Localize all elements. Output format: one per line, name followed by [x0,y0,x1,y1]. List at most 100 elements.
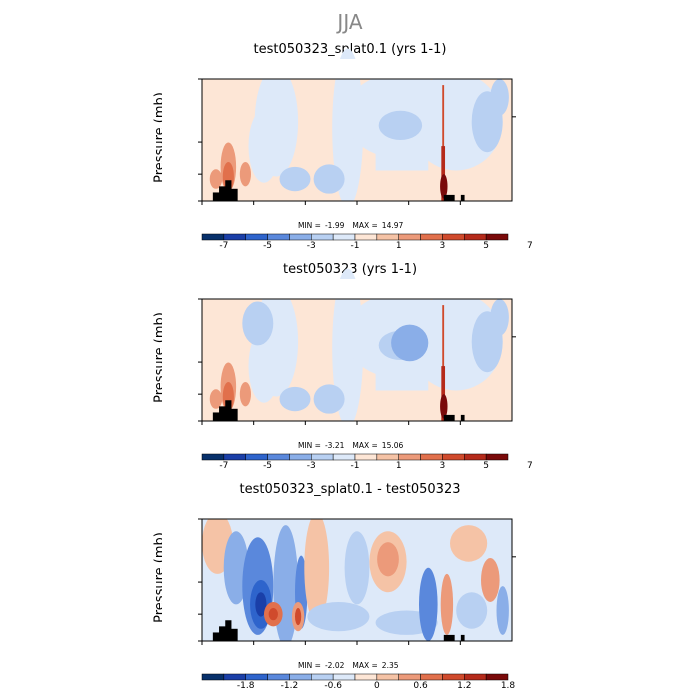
chart-panel-3: test050323_splat0.1 - test050323Stat edd… [0,440,700,691]
colorbar-swatch [464,673,487,681]
max-value: 14.97 [381,221,404,230]
topography-block [443,414,455,421]
topography-block [460,634,465,641]
colorbar-tick-label: -1 [350,461,360,471]
topography-block [219,626,229,641]
contour-region [295,608,302,626]
mask-left [162,499,202,661]
min-max-readout: MIN = -3.21 MAX = 15.06 [298,441,407,450]
colorbar-tick-label: -7 [219,241,229,251]
contour-region [440,573,454,635]
max-value: 15.06 [381,441,404,450]
contour-region [442,85,445,201]
max-label: MAX = [352,661,378,670]
colorbar-swatch [442,673,465,681]
contour-region [419,567,438,641]
mask-top [162,59,552,79]
contour-region [279,386,311,412]
contour-region [242,301,274,346]
colorbar [201,453,509,461]
min-label: MIN = [298,661,321,670]
colorbar-tick-label: 3 [439,461,446,471]
topography-block [460,194,465,201]
colorbar-swatch [245,673,268,681]
contour-region [307,601,370,632]
heatmap-svg [162,48,552,241]
contour-region [456,592,488,629]
mask-top [162,279,552,299]
heatmap-svg [162,268,552,461]
min-max-readout: MIN = -2.02 MAX = 2.35 [298,661,403,670]
mask-left [162,59,202,221]
colorbar-tick-label: 1.2 [457,681,472,691]
colorbar-swatch [398,673,421,681]
colorbar-tick-label: -3 [306,241,316,251]
topography-mask [212,180,465,201]
topography-mask [212,620,465,641]
contour-region [490,299,509,336]
max-label: MAX = [352,441,378,450]
mask-right [512,499,552,661]
heatmap-field [202,268,512,428]
contour-region [441,146,446,201]
colorbar-swatch [267,673,290,681]
contour-region [209,389,223,409]
colorbar-tick-label: 0 [373,681,380,691]
colorbar-swatch [420,673,443,681]
min-max-readout: MIN = -1.99 MAX = 14.97 [298,221,407,230]
colorbar-swatch [289,673,312,681]
topography-block [228,628,238,641]
min-value: -1.99 [324,221,345,230]
mask-bottom [162,201,552,221]
contour-region [239,381,251,407]
topography-block [460,414,465,421]
colorbar-tick-label: -5 [263,461,273,471]
topography-block [228,408,238,421]
colorbar-tick-label: 3 [439,241,446,251]
colorbar-swatch [485,673,509,681]
colorbar-tick-label: 1 [395,461,402,471]
contour-region [313,164,345,194]
min-value: -3.21 [324,441,345,450]
contour-region [313,384,345,414]
topography-block [228,188,238,201]
min-value: -2.02 [324,661,345,670]
max-value: 2.35 [381,661,399,670]
colorbar-tick-label: 7 [526,461,533,471]
colorbar-tick-label: -1.8 [236,681,255,691]
colorbar-tick-label: -0.6 [324,681,342,691]
contour-region [442,305,445,421]
colorbar [201,673,509,681]
colorbar-tick-label: -5 [263,241,273,251]
heatmap-field [202,48,512,208]
colorbar-swatch [311,673,334,681]
contour-region [391,324,429,362]
colorbar-tick-label: 0.6 [413,681,428,691]
chart-panel-2: test050323 (yrs 1-1)Stat eddy moisturem/… [0,220,700,471]
colorbar-swatch [332,673,356,681]
min-label: MIN = [298,221,321,230]
colorbar-swatch [201,673,225,681]
contour-region [273,525,299,648]
colorbar-swatch [354,673,378,681]
contour-region [239,161,251,187]
mask-right [512,279,552,441]
min-label: MIN = [298,441,321,450]
contour-region [279,166,311,192]
colorbar-tick-label: -7 [219,461,229,471]
colorbar-swatch [223,673,246,681]
contour-region [248,329,280,403]
topography-block [443,194,455,201]
colorbar-tick-label: 5 [483,461,489,471]
colorbar-tick-label: 1 [395,241,402,251]
contour-region [268,608,278,621]
colorbar-tick-label: 5 [483,241,489,251]
contour-region [496,586,509,635]
topography-block [219,186,229,201]
mask-right [512,59,552,221]
contour-region [440,394,448,419]
figure-title: JJA [337,10,363,34]
colorbar-tick-label: -3 [306,461,316,471]
mask-left [162,279,202,441]
topography-block [219,406,229,421]
